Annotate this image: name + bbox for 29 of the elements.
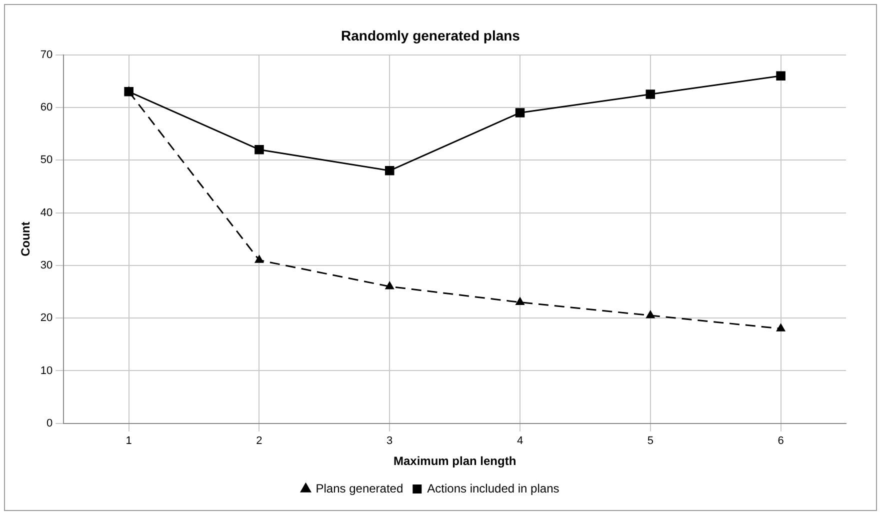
x-tick-label: 5 bbox=[647, 435, 654, 448]
x-tick-label: 1 bbox=[126, 435, 132, 448]
y-tick-label: 10 bbox=[40, 364, 53, 377]
y-tick-label: 0 bbox=[46, 417, 53, 430]
point bbox=[385, 282, 394, 290]
y-tick-label: 30 bbox=[40, 259, 53, 272]
point bbox=[776, 324, 786, 332]
y-tick-label: 70 bbox=[40, 48, 53, 61]
point bbox=[646, 310, 655, 318]
x-axis-title: Maximum plan length bbox=[393, 454, 516, 468]
point bbox=[776, 71, 786, 80]
y-tick-label: 20 bbox=[40, 312, 53, 324]
point bbox=[254, 144, 264, 154]
y-tick-label: 50 bbox=[40, 154, 53, 166]
y-tick-label: 40 bbox=[40, 206, 53, 219]
point bbox=[515, 108, 525, 118]
y-tick-label: 60 bbox=[40, 101, 53, 114]
x-tick-label: 3 bbox=[386, 435, 393, 448]
point bbox=[255, 255, 264, 263]
chart-title: Randomly generated plans bbox=[341, 27, 520, 44]
x-tick-label: 6 bbox=[778, 435, 784, 448]
x-tick-label: 2 bbox=[256, 435, 262, 448]
y-axis-title: Count bbox=[18, 222, 33, 256]
legend-label: Actions included in plans bbox=[427, 481, 560, 496]
point bbox=[384, 166, 394, 176]
x-tick-label: 4 bbox=[516, 435, 524, 448]
point bbox=[516, 298, 524, 306]
legend-label: Plans generated bbox=[316, 481, 404, 496]
point bbox=[646, 90, 656, 99]
